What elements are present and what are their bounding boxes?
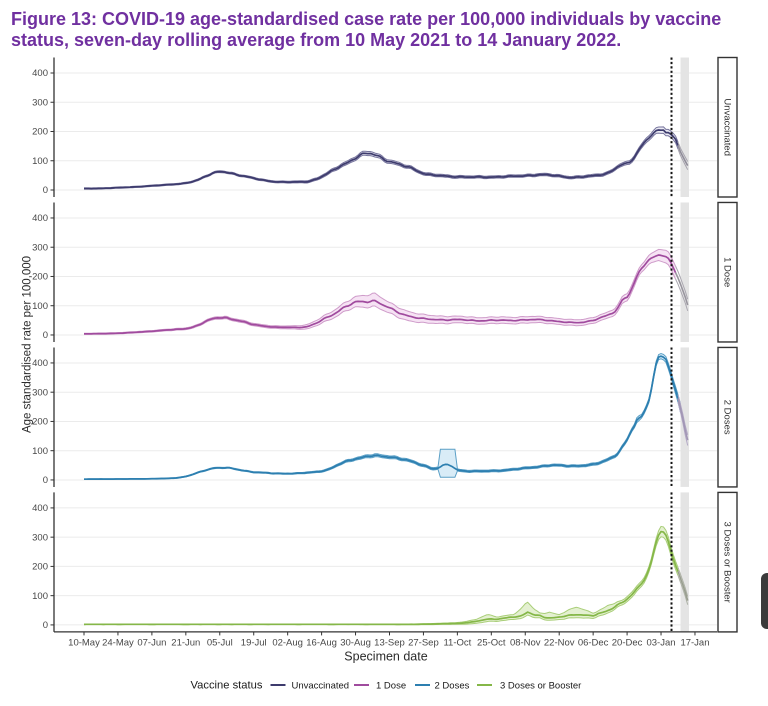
svg-text:Specimen date: Specimen date xyxy=(344,650,427,664)
svg-text:100: 100 xyxy=(32,301,48,312)
svg-text:0: 0 xyxy=(43,475,48,486)
svg-text:03-Jan: 03-Jan xyxy=(646,637,675,648)
svg-text:0: 0 xyxy=(43,185,48,196)
svg-text:25-Oct: 25-Oct xyxy=(477,637,506,648)
svg-text:Vaccine status: Vaccine status xyxy=(191,680,263,692)
svg-text:Unvaccinated: Unvaccinated xyxy=(721,98,732,156)
svg-text:27-Sep: 27-Sep xyxy=(408,637,439,648)
svg-text:400: 400 xyxy=(32,213,48,224)
svg-text:11-Oct: 11-Oct xyxy=(443,637,471,648)
svg-text:400: 400 xyxy=(32,503,48,514)
svg-text:3 Doses or Booster: 3 Doses or Booster xyxy=(721,522,732,603)
svg-text:300: 300 xyxy=(32,97,48,108)
svg-text:19-Jul: 19-Jul xyxy=(241,637,267,648)
svg-text:21-Jun: 21-Jun xyxy=(171,637,200,648)
svg-text:Figure 13: COVID-19 age-standa: Figure 13: COVID-19 age-standardised cas… xyxy=(11,9,721,29)
svg-text:0: 0 xyxy=(43,620,48,631)
svg-text:30-Aug: 30-Aug xyxy=(340,637,371,648)
svg-text:Unvaccinated: Unvaccinated xyxy=(292,680,350,691)
svg-text:16-Aug: 16-Aug xyxy=(306,637,337,648)
svg-text:200: 200 xyxy=(32,417,48,428)
svg-text:06-Dec: 06-Dec xyxy=(578,637,609,648)
svg-text:100: 100 xyxy=(32,446,48,457)
svg-text:0: 0 xyxy=(43,330,48,341)
svg-text:300: 300 xyxy=(32,532,48,543)
svg-text:300: 300 xyxy=(32,242,48,253)
svg-text:300: 300 xyxy=(32,387,48,398)
svg-text:Age standardised rate per 100,: Age standardised rate per 100,000 xyxy=(22,256,34,433)
svg-text:200: 200 xyxy=(32,272,48,283)
svg-text:20-Dec: 20-Dec xyxy=(612,637,643,648)
svg-text:400: 400 xyxy=(32,358,48,369)
svg-text:100: 100 xyxy=(32,591,48,602)
svg-text:24-May: 24-May xyxy=(102,637,134,648)
svg-text:10-May: 10-May xyxy=(68,637,100,648)
svg-text:100: 100 xyxy=(32,156,48,167)
svg-text:02-Aug: 02-Aug xyxy=(272,637,303,648)
svg-text:status, seven-day rolling aver: status, seven-day rolling average from 1… xyxy=(11,30,621,50)
svg-text:3 Doses or Booster: 3 Doses or Booster xyxy=(500,680,581,691)
svg-text:200: 200 xyxy=(32,562,48,573)
svg-text:07-Jun: 07-Jun xyxy=(137,637,166,648)
svg-text:08-Nov: 08-Nov xyxy=(510,637,541,648)
svg-text:1 Dose: 1 Dose xyxy=(721,257,732,287)
svg-text:2 Doses: 2 Doses xyxy=(721,400,732,435)
svg-text:2 Doses: 2 Doses xyxy=(435,680,470,691)
svg-text:200: 200 xyxy=(32,127,48,138)
svg-text:05-Jul: 05-Jul xyxy=(207,637,233,648)
svg-text:1 Dose: 1 Dose xyxy=(376,680,406,691)
svg-text:13-Sep: 13-Sep xyxy=(374,637,405,648)
svg-text:400: 400 xyxy=(32,68,48,79)
svg-text:17-Jan: 17-Jan xyxy=(680,637,709,648)
svg-text:22-Nov: 22-Nov xyxy=(544,637,575,648)
